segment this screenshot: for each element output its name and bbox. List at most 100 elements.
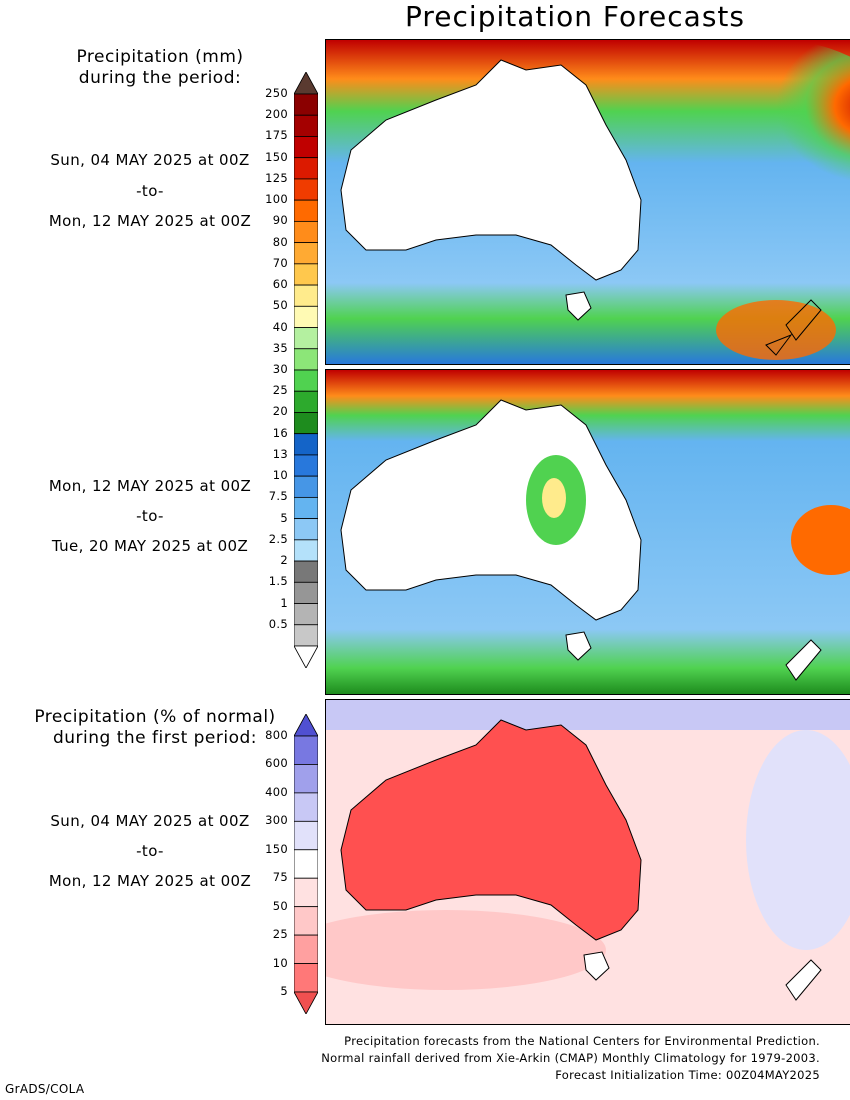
pct-colorbar-swatch [294,849,318,879]
precip-colorbar-swatch [294,390,318,413]
period1-sep: -to- [136,182,164,200]
precip-colorbar-cap-bottom [294,645,318,668]
credit-label: GrADS/COLA [5,1082,85,1096]
precip-colorbar-swatch [294,581,318,604]
precip-colorbar-swatch [294,136,318,159]
precip-colorbar-tick-label: 1 [280,595,288,610]
precip-colorbar-swatch [294,93,318,116]
pct-legend-heading-line1: Precipitation (% of normal) [34,707,276,727]
precip-colorbar-tick-label: 7.5 [268,489,288,504]
precip-legend-heading: Precipitation (mm) during the period: [20,47,300,89]
precip-colorbar-tick-label: 150 [265,149,288,164]
pct-colorbar-swatch [294,820,318,851]
precip-colorbar-swatch [294,242,318,265]
pct-colorbar-swatch [294,934,318,964]
precip-colorbar-tick-label: 1.5 [268,574,288,589]
precip-colorbar-swatch [294,496,318,520]
pct-colorbar-swatch [294,906,318,936]
pct-colorbar-tick-label: 800 [265,728,288,742]
pct-colorbar-tick-label: 600 [265,756,288,771]
period2-end: Tue, 20 MAY 2025 at 00Z [51,537,249,555]
precip-colorbar-tick-label: 20 [272,404,288,419]
pct-colorbar-swatch [294,735,318,765]
pct-colorbar-tick-label: 10 [272,955,288,970]
pct-legend-heading: Precipitation (% of normal) during the f… [10,707,300,749]
pct-colorbar-swatch [294,764,318,794]
precip-colorbar-tick-label: 80 [272,234,288,249]
precip-colorbar-cap-top [294,72,318,95]
precip-colorbar-swatch [294,518,318,541]
precip-colorbar-swatch [294,199,318,222]
pct-colorbar-swatch [294,877,318,908]
precip-colorbar-tick-label: 70 [272,255,288,270]
precip-colorbar-swatch [294,114,318,137]
precip-colorbar-swatch [294,369,318,392]
pct-colorbar-cap-bottom [294,991,318,1014]
precip-colorbar-swatch [294,348,318,371]
pct-colorbar-tick-label: 75 [272,870,288,885]
precip-legend-heading-line2: during the period: [78,68,242,88]
period3-sep: -to- [136,842,164,860]
precip-colorbar-tick-label: 25 [272,383,288,398]
precip-colorbar-tick-label: 2.5 [268,531,288,546]
pct-legend-heading-line2: during the first period: [52,728,258,748]
pct-colorbar-tick-label: 300 [265,813,288,828]
map-panel-period2 [325,369,850,695]
period3-start: Sun, 04 MAY 2025 at 00Z [50,812,250,830]
map-panel-period1 [325,39,850,365]
precip-colorbar-swatch [294,220,318,244]
precip-colorbar-tick-label: 100 [265,192,288,207]
precip-colorbar-swatch [294,624,318,647]
pct-colorbar-cap-top [294,714,318,737]
precip-colorbar-tick-label: 50 [272,298,288,313]
precip-colorbar-swatch [294,305,318,328]
pct-colorbar [294,714,318,1014]
precip-legend-heading-line1: Precipitation (mm) [76,47,244,67]
precip-colorbar-swatch [294,475,318,498]
precip-colorbar-tick-label: 5 [280,510,288,525]
footer-line1: Precipitation forecasts from the Nationa… [344,1034,820,1048]
precip-colorbar-tick-label: 125 [265,170,288,185]
footer-line3: Forecast Initialization Time: 00Z04MAY20… [555,1068,820,1082]
map-panel-pct-normal [325,699,850,1025]
precip-colorbar-tick-label: 35 [272,340,288,355]
pct-colorbar-tick-label: 25 [272,927,288,942]
precip-colorbar-tick-label: 13 [272,446,288,461]
precip-colorbar-tick-label: 200 [265,107,288,122]
precip-colorbar-swatch [294,178,318,201]
precip-colorbar-swatch [294,560,318,583]
period2-sep: -to- [136,507,164,525]
precip-colorbar-tick-label: 2 [280,553,288,568]
precip-colorbar-tick-label: 175 [265,128,288,143]
precip-colorbar-tick-label: 10 [272,468,288,483]
precip-colorbar-tick-label: 0.5 [268,616,288,631]
precip-colorbar-swatch [294,284,318,307]
pct-colorbar-swatch [294,792,318,822]
period2-start: Mon, 12 MAY 2025 at 00Z [48,477,252,495]
period3-end: Mon, 12 MAY 2025 at 00Z [48,872,252,890]
pct-colorbar-tick-label: 400 [265,784,288,799]
precip-colorbar-tick-label: 30 [272,362,288,376]
precip-colorbar-tick-label: 40 [272,319,288,334]
pct-colorbar-tick-label: 5 [280,984,288,998]
precip-colorbar-swatch [294,157,318,180]
precip-colorbar [294,72,318,668]
precip-colorbar-swatch [294,327,318,350]
precip-colorbar-swatch [294,263,318,286]
precip-colorbar-tick-label: 250 [265,86,288,100]
footer-line2: Normal rainfall derived from Xie-Arkin (… [321,1051,820,1065]
pct-colorbar-tick-label: 50 [272,898,288,913]
precip-colorbar-swatch [294,454,318,477]
page-title: Precipitation Forecasts [405,0,745,33]
precip-colorbar-tick-label: 90 [272,213,288,228]
period1-end: Mon, 12 MAY 2025 at 00Z [48,212,252,230]
precip-colorbar-swatch [294,412,318,435]
precip-colorbar-tick-label: 16 [272,425,288,440]
pct-colorbar-swatch [294,963,318,993]
precip-colorbar-swatch [294,539,318,562]
precip-colorbar-tick-label: 60 [272,277,288,292]
pct-colorbar-tick-label: 150 [265,841,288,856]
precip-colorbar-swatch [294,433,318,456]
precip-colorbar-swatch [294,603,318,626]
period1-start: Sun, 04 MAY 2025 at 00Z [50,151,250,169]
